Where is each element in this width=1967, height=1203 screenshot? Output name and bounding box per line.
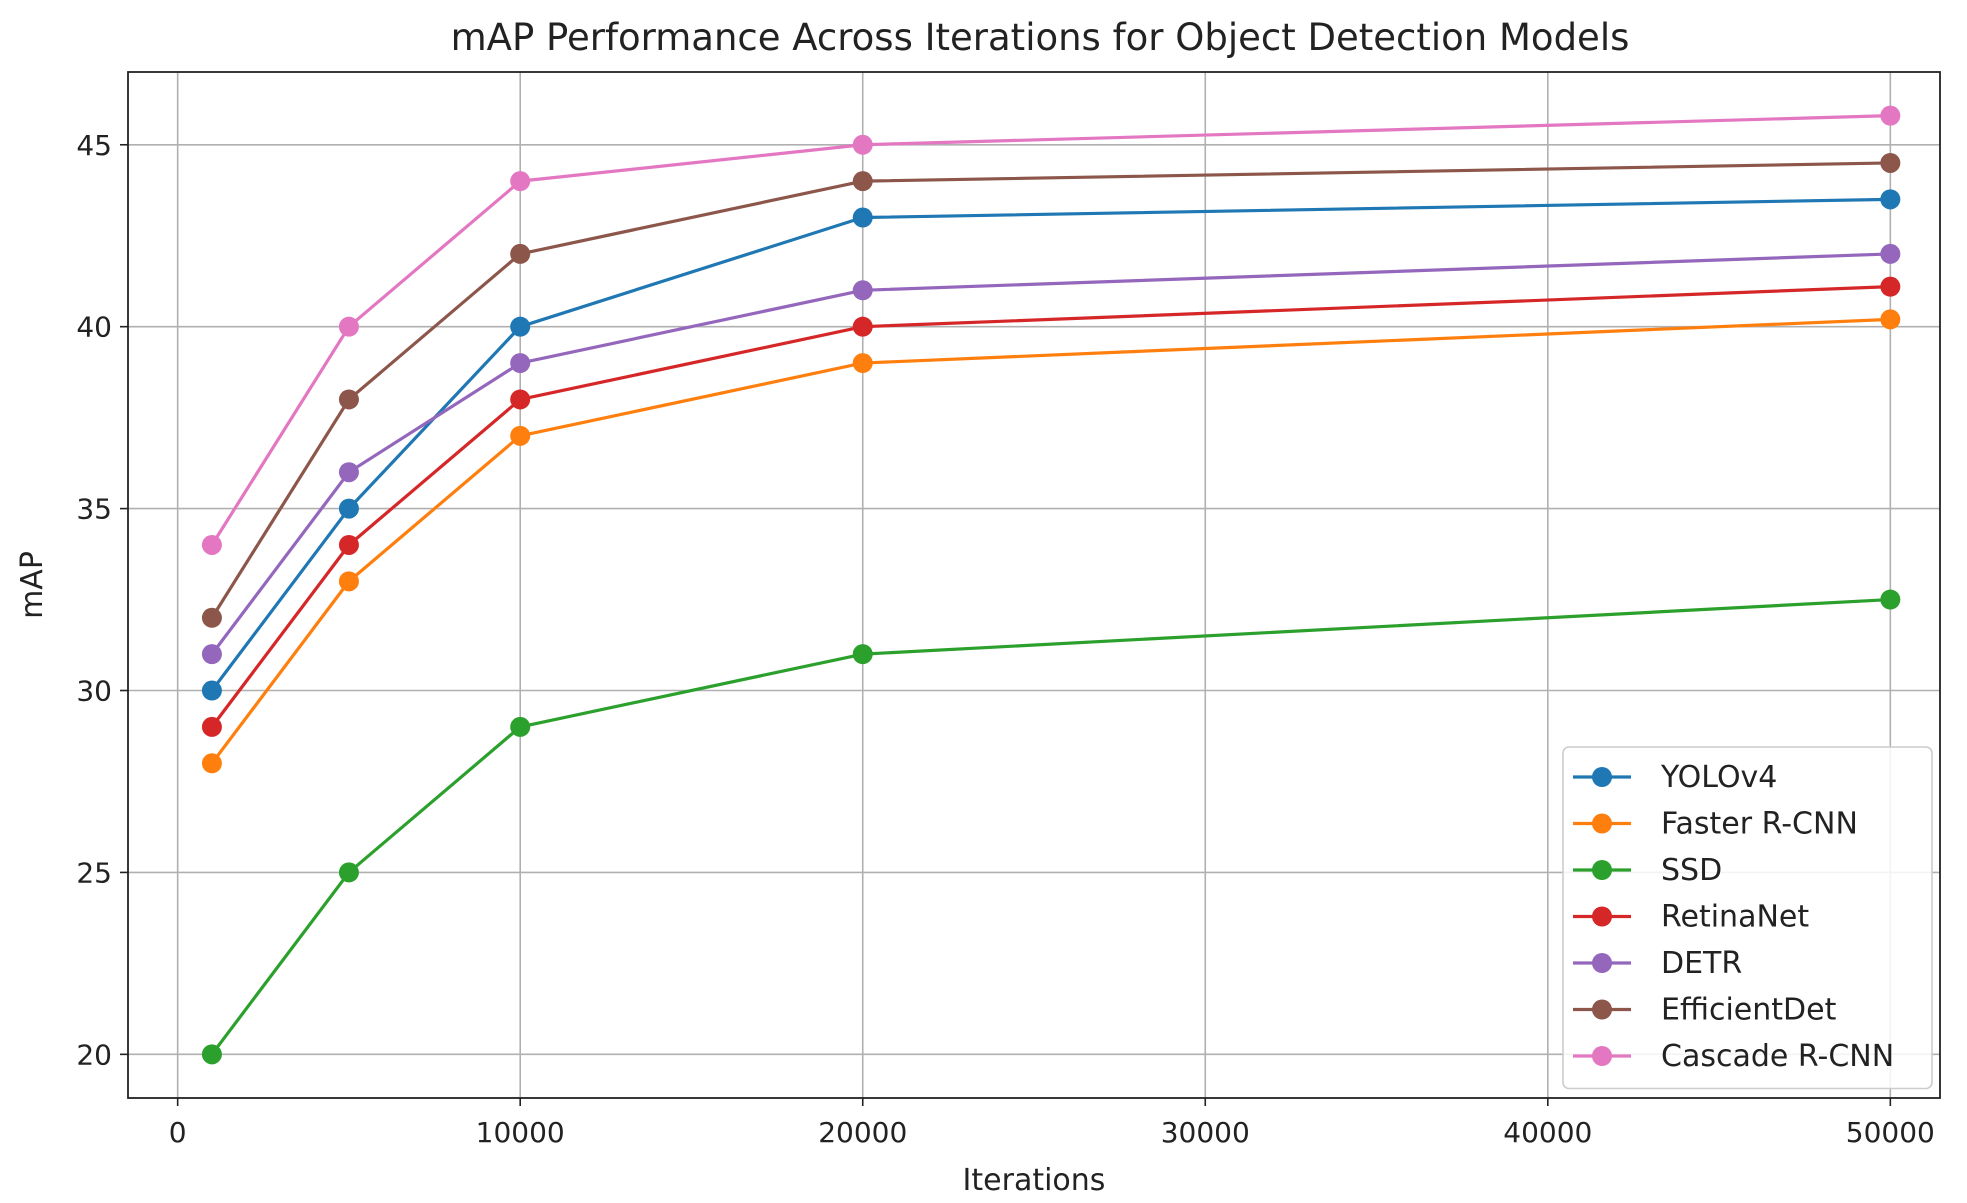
data-point-cascade-r-cnn <box>338 316 359 337</box>
y-tick-label: 30 <box>76 675 112 708</box>
data-point-yolov4 <box>201 680 222 701</box>
legend-label: SSD <box>1661 853 1722 888</box>
legend: YOLOv4 Faster R-CNN SSD RetinaNet DETR Effici… <box>1562 746 1933 1090</box>
legend-item-efficientdet: EfficientDet <box>1573 993 1837 1028</box>
y-tick-label: 25 <box>76 856 112 889</box>
data-point-detr <box>338 462 359 483</box>
data-point-faster-r-cnn <box>201 753 222 774</box>
series-faster-r-cnn <box>201 309 1901 774</box>
series-line-yolov4 <box>210 197 1891 692</box>
y-tick-label: 20 <box>76 1038 112 1071</box>
series-yolov4 <box>201 189 1901 701</box>
data-point-detr <box>201 644 222 665</box>
y-tick-label: 45 <box>76 129 112 162</box>
data-point-ssd <box>338 862 359 883</box>
legend-marker <box>1592 999 1612 1020</box>
chart-title: mAP Performance Across Iterations for Ob… <box>451 16 1630 59</box>
x-axis-label: Iterations <box>963 1163 1106 1198</box>
data-point-yolov4 <box>852 207 873 228</box>
data-point-cascade-r-cnn <box>852 134 873 155</box>
data-point-yolov4 <box>510 316 531 337</box>
data-point-yolov4 <box>1880 189 1901 210</box>
legend-label: Cascade R-CNN <box>1661 1039 1894 1074</box>
data-point-yolov4 <box>338 498 359 519</box>
legend-label: EfficientDet <box>1661 993 1837 1028</box>
data-point-retinanet <box>510 389 531 410</box>
data-point-retinanet <box>1880 276 1901 297</box>
data-point-faster-r-cnn <box>852 353 873 374</box>
legend-item-ssd: SSD <box>1573 853 1722 888</box>
series-detr <box>201 243 1901 665</box>
data-point-detr <box>1880 243 1901 264</box>
legend-marker <box>1592 860 1612 880</box>
legend-label: DETR <box>1661 946 1742 981</box>
data-point-efficientdet <box>338 389 359 410</box>
x-tick-label: 30000 <box>1161 1116 1250 1149</box>
y-tick-label: 40 <box>76 311 112 344</box>
data-point-ssd <box>510 716 531 737</box>
legend-item-retinanet: RetinaNet <box>1573 900 1809 935</box>
series-line-detr <box>210 252 1891 656</box>
data-point-detr <box>510 353 531 374</box>
legend-label: RetinaNet <box>1661 900 1809 935</box>
y-axis-ticks: 20 25 30 35 40 45 <box>76 129 128 1071</box>
series-line-retinanet <box>210 285 1891 728</box>
data-point-efficientdet <box>510 243 531 264</box>
legend-marker <box>1592 906 1612 927</box>
data-point-ssd <box>201 1044 222 1065</box>
data-point-efficientdet <box>201 607 222 628</box>
grid-lines <box>128 72 1940 1098</box>
data-point-retinanet <box>852 316 873 337</box>
data-point-cascade-r-cnn <box>201 534 222 555</box>
data-point-retinanet <box>201 716 222 737</box>
legend-item-faster-r-cnn: Faster R-CNN <box>1573 807 1858 842</box>
data-point-faster-r-cnn <box>1880 309 1901 330</box>
legend-marker <box>1592 1046 1612 1066</box>
legend-item-cascade-r-cnn: Cascade R-CNN <box>1573 1039 1894 1074</box>
legend-item-detr: DETR <box>1573 946 1742 981</box>
legend-box <box>1562 746 1933 1090</box>
x-tick-label: 40000 <box>1503 1116 1592 1149</box>
x-tick-label: 50000 <box>1846 1116 1935 1149</box>
plot-area-frame <box>127 71 1941 1099</box>
legend-label: YOLOv4 <box>1660 760 1777 795</box>
legend-marker <box>1592 813 1612 834</box>
legend-marker <box>1592 953 1612 973</box>
legend-label: Faster R-CNN <box>1661 807 1858 842</box>
y-axis-label: mAP <box>15 551 50 619</box>
data-point-efficientdet <box>852 171 873 192</box>
series-retinanet <box>201 276 1901 737</box>
data-point-faster-r-cnn <box>510 425 531 446</box>
data-point-cascade-r-cnn <box>510 171 531 192</box>
legend-marker <box>1592 767 1612 787</box>
x-tick-label: 0 <box>169 1116 187 1149</box>
data-point-detr <box>852 280 873 301</box>
data-point-retinanet <box>338 534 359 555</box>
legend-item-yolov4: YOLOv4 <box>1573 760 1777 795</box>
y-tick-label: 35 <box>76 493 112 526</box>
data-point-ssd <box>1880 589 1901 610</box>
series-cascade-r-cnn <box>201 105 1901 555</box>
data-point-faster-r-cnn <box>338 571 359 592</box>
series-efficientdet <box>201 152 1901 628</box>
x-axis-ticks: 0 10000 20000 30000 40000 50000 <box>169 1098 1935 1149</box>
data-point-ssd <box>852 644 873 665</box>
x-tick-label: 10000 <box>476 1116 565 1149</box>
series-ssd <box>201 589 1901 1065</box>
x-tick-label: 20000 <box>818 1116 907 1149</box>
data-point-efficientdet <box>1880 152 1901 173</box>
data-point-cascade-r-cnn <box>1880 105 1901 126</box>
series-layer <box>201 105 1901 1065</box>
